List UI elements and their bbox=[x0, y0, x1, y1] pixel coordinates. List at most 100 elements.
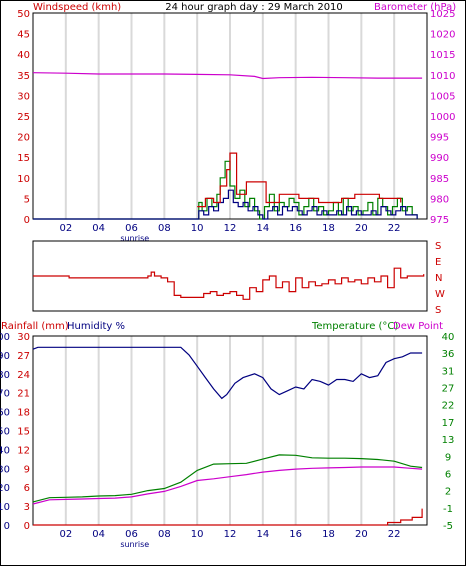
humidity-tick: 30 bbox=[0, 464, 10, 475]
x-tick-label: 20 bbox=[355, 529, 368, 540]
temperature-tick: 27 bbox=[442, 384, 455, 395]
direction-label: E bbox=[435, 257, 441, 268]
windspeed-tick: 25 bbox=[17, 112, 30, 123]
humidity-line bbox=[32, 346, 423, 400]
wind-speed-line bbox=[33, 189, 418, 220]
temperature-tick: 13 bbox=[442, 435, 455, 446]
x-tick-label: 12 bbox=[224, 529, 237, 540]
x-tick-label: 14 bbox=[256, 529, 269, 540]
rainfall-line bbox=[33, 508, 423, 526]
sunrise-label: sunrise bbox=[120, 234, 149, 243]
x-tick-label: 18 bbox=[322, 529, 335, 540]
x-tick-label: 08 bbox=[158, 223, 171, 234]
rainfall-tick: 12 bbox=[17, 445, 30, 456]
plot-border bbox=[32, 12, 428, 220]
temperature-tick: 36 bbox=[442, 349, 455, 360]
x-tick-label: 10 bbox=[191, 223, 204, 234]
barometer-tick: 980 bbox=[430, 194, 449, 205]
temperature-axis-label: Temperature (°C) bbox=[311, 321, 398, 332]
x-tick-label: 02 bbox=[59, 529, 72, 540]
windspeed-tick: 40 bbox=[17, 50, 30, 61]
rainfall-tick: 9 bbox=[24, 464, 30, 475]
barometer-tick: 1005 bbox=[430, 91, 455, 102]
temperature-tick: 31 bbox=[442, 366, 455, 377]
rainfall-tick: 27 bbox=[17, 351, 30, 362]
x-tick-label: 20 bbox=[355, 223, 368, 234]
wind-direction-line bbox=[33, 267, 425, 300]
x-tick-label: 04 bbox=[92, 529, 105, 540]
x-tick-label: 02 bbox=[59, 223, 72, 234]
barometer-tick: 1025 bbox=[430, 9, 455, 20]
x-tick-label: 06 bbox=[125, 223, 138, 234]
windspeed-tick: 0 bbox=[24, 215, 30, 226]
humidity-tick: 70 bbox=[0, 389, 10, 400]
x-tick-label: 18 bbox=[322, 223, 335, 234]
plot-border bbox=[32, 240, 428, 312]
rainfall-tick: 21 bbox=[17, 389, 30, 400]
temperature-tick: 22 bbox=[442, 401, 455, 412]
dewpoint-axis-label: Dew Point bbox=[393, 321, 443, 332]
barometer-tick: 1000 bbox=[430, 112, 455, 123]
rainfall-tick: 24 bbox=[17, 370, 30, 381]
windspeed-tick: 10 bbox=[17, 174, 30, 185]
barometer-tick: 985 bbox=[430, 174, 449, 185]
windspeed-tick: 35 bbox=[17, 71, 30, 82]
rainfall-tick: 3 bbox=[24, 502, 30, 513]
x-tick-label: 22 bbox=[388, 529, 401, 540]
humidity-axis-label: Humidity % bbox=[67, 321, 125, 332]
windspeed-tick: 50 bbox=[17, 9, 30, 20]
sunrise-label: sunrise bbox=[120, 540, 149, 549]
windspeed-tick: 5 bbox=[24, 194, 30, 205]
barometer-tick: 1010 bbox=[430, 71, 455, 82]
humidity-tick: 100 bbox=[0, 332, 10, 343]
x-tick-label: 16 bbox=[289, 223, 302, 234]
temperature-tick: 40 bbox=[442, 332, 455, 343]
barometer-line bbox=[32, 72, 423, 80]
windspeed-tick: 30 bbox=[17, 91, 30, 102]
dewpoint-line bbox=[32, 466, 423, 505]
humidity-tick: 10 bbox=[0, 502, 10, 513]
humidity-tick: 60 bbox=[0, 408, 10, 419]
rainfall-tick: 18 bbox=[17, 408, 30, 419]
x-tick-label: 16 bbox=[289, 529, 302, 540]
x-tick-label: 22 bbox=[388, 223, 401, 234]
humidity-tick: 20 bbox=[0, 483, 10, 494]
temperature-tick: 2 bbox=[445, 487, 451, 498]
direction-label: S bbox=[435, 305, 441, 316]
windspeed-tick: 45 bbox=[17, 30, 30, 41]
temperature-tick: -1 bbox=[443, 504, 453, 515]
x-tick-label: 08 bbox=[158, 529, 171, 540]
direction-label: W bbox=[435, 289, 445, 300]
rainfall-tick: 15 bbox=[17, 427, 30, 438]
humidity-tick: 0 bbox=[4, 521, 10, 532]
windspeed-tick: 20 bbox=[17, 133, 30, 144]
x-tick-label: 14 bbox=[256, 223, 269, 234]
x-tick-label: 12 bbox=[224, 223, 237, 234]
temperature-tick: -5 bbox=[443, 521, 453, 532]
rainfall-axis-label: Rainfall (mm) bbox=[1, 321, 69, 332]
rainfall-tick: 0 bbox=[24, 521, 30, 532]
barometer-tick: 1015 bbox=[430, 50, 455, 61]
barometer-tick: 975 bbox=[430, 215, 449, 226]
temperature-tick: 6 bbox=[445, 469, 451, 480]
x-tick-label: 10 bbox=[191, 529, 204, 540]
wind-barometer-panel: 02 04 06 08 10 12 14 16 18 20 22sunrise05101520253… bbox=[17, 9, 455, 243]
wind-peak-line bbox=[197, 152, 402, 208]
chart-title: 24 hour graph day : 29 March 2010 bbox=[165, 2, 343, 13]
temperature-tick: 9 bbox=[445, 452, 451, 463]
direction-label: S bbox=[435, 241, 441, 252]
temperature-line bbox=[32, 454, 423, 503]
humidity-tick: 90 bbox=[0, 351, 10, 362]
x-tick-label: 04 bbox=[92, 223, 105, 234]
barometer-axis-label: Barometer (hPa) bbox=[374, 2, 456, 13]
rainfall-tick: 6 bbox=[24, 483, 30, 494]
barometer-tick: 990 bbox=[430, 153, 449, 164]
windspeed-tick: 15 bbox=[17, 153, 30, 164]
humidity-tick: 50 bbox=[0, 427, 10, 438]
humidity-tick: 40 bbox=[0, 445, 10, 456]
barometer-tick: 1020 bbox=[430, 30, 455, 41]
rainfall-tick: 30 bbox=[17, 332, 30, 343]
